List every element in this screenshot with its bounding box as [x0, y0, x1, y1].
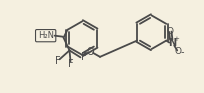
Text: F: F: [54, 56, 60, 66]
Text: -: -: [180, 47, 183, 57]
Text: H₂N: H₂N: [38, 31, 53, 40]
Text: F: F: [67, 59, 73, 69]
Text: +: +: [172, 36, 178, 42]
Text: F: F: [80, 52, 86, 62]
Text: O: O: [174, 47, 181, 56]
Text: O: O: [86, 47, 93, 57]
Text: O: O: [166, 27, 173, 36]
FancyBboxPatch shape: [35, 30, 55, 42]
Text: N: N: [167, 38, 175, 48]
